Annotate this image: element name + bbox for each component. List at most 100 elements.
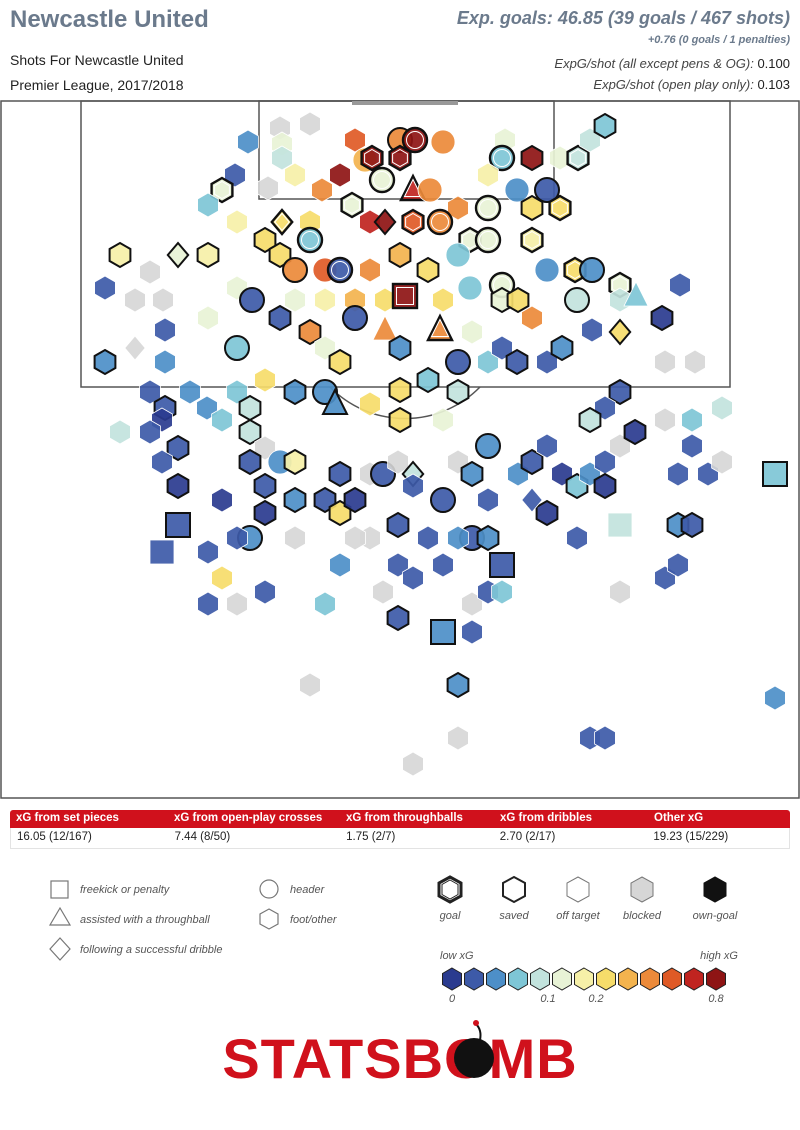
- xg-breakdown-table: xG from set pieces xG from open-play cro…: [10, 810, 790, 849]
- shot-marker: [237, 129, 259, 155]
- xg-scale-swatch: [618, 967, 638, 991]
- xg-scale-swatch: [552, 967, 572, 991]
- header-throughballs: xG from throughballs: [346, 812, 463, 824]
- shot-marker: [681, 407, 703, 433]
- shot-marker: [477, 487, 499, 513]
- statsbomb-logo: STATSBOMB: [222, 1020, 577, 1090]
- xg-scale-swatch: [442, 967, 462, 991]
- shot-marker: [211, 487, 233, 513]
- shot-marker: [579, 257, 605, 283]
- shot-marker: [426, 208, 454, 236]
- shot-marker: [387, 552, 409, 578]
- shot-marker: [124, 335, 146, 361]
- shot-marker: [650, 304, 674, 332]
- foot-hexagon-icon: [259, 908, 279, 930]
- shot-marker: [445, 242, 471, 268]
- shot-marker: [165, 512, 191, 538]
- value-throughballs: 1.75 (2/7): [346, 831, 396, 843]
- shots-layer: [93, 111, 788, 777]
- shot-marker: [607, 512, 633, 538]
- shot-marker: [197, 192, 219, 218]
- shot-marker: [623, 418, 647, 446]
- shot-marker: [139, 379, 161, 405]
- shot-marker: [197, 591, 219, 617]
- shot-marker: [581, 317, 603, 343]
- xg-breakdown-header: xG from set pieces xG from open-play cro…: [10, 810, 790, 828]
- shot-marker: [109, 419, 131, 445]
- throughball-triangle-icon: [48, 906, 72, 926]
- bomb-icon: [454, 1038, 494, 1078]
- shot-marker: [609, 579, 631, 605]
- shot-map: [0, 100, 800, 799]
- legend-header-label: header: [290, 884, 326, 896]
- shot-marker: [359, 391, 381, 417]
- shot-marker: [298, 318, 322, 346]
- xg-scale-swatch: [706, 967, 726, 991]
- shot-marker: [417, 525, 439, 551]
- freekick-square-icon: [50, 880, 69, 899]
- legend: freekick or penalty assisted with a thro…: [48, 875, 738, 1005]
- legend-freekick-label: freekick or penalty: [80, 884, 171, 896]
- shot-marker: [373, 208, 397, 236]
- shot-marker: [461, 619, 483, 645]
- shot-marker: [386, 604, 410, 632]
- shot-marker: [93, 348, 117, 376]
- shot-marker: [711, 395, 733, 421]
- header-dribbles: xG from dribbles: [500, 812, 593, 824]
- scale-tick-0-8: 0.8: [708, 993, 724, 1005]
- xg-per-shot-open-label: ExpG/shot (open play only):: [593, 77, 754, 92]
- goal-mouth: [352, 101, 458, 105]
- shot-marker: [268, 241, 292, 269]
- shot-marker: [321, 387, 349, 415]
- shot-marker: [680, 511, 704, 539]
- shot-marker: [535, 499, 559, 527]
- shot-marker: [563, 256, 587, 284]
- shot-marker: [548, 194, 572, 222]
- shot-marker: [711, 449, 733, 475]
- shot-marker: [388, 334, 412, 362]
- shot-marker: [447, 525, 469, 551]
- shot-marker: [489, 552, 515, 578]
- shot-marker: [681, 433, 703, 459]
- own-goal-outcome-icon: [703, 876, 727, 903]
- shot-marker: [608, 318, 632, 346]
- shot-marker: [283, 378, 307, 406]
- shot-marker: [166, 434, 190, 462]
- logo-wordmark: STATSBOMB: [222, 1027, 577, 1090]
- shot-marker: [402, 473, 424, 499]
- value-open-play-crosses: 7.44 (8/50): [174, 831, 231, 843]
- shot-marker: [432, 552, 454, 578]
- shot-marker: [401, 126, 429, 154]
- shot-marker: [391, 282, 419, 310]
- xg-per-shot-all-label: ExpG/shot (all except pens & OG):: [554, 56, 754, 71]
- shot-marker: [299, 111, 321, 137]
- shot-marker: [430, 619, 456, 645]
- shot-marker: [566, 144, 590, 172]
- shot-marker: [372, 315, 398, 341]
- xg-color-scale: [442, 967, 726, 991]
- shot-marker: [254, 367, 276, 393]
- outcome-saved-label: saved: [499, 910, 529, 922]
- shot-marker: [342, 305, 368, 331]
- shot-marker: [149, 539, 175, 565]
- shot-marker: [402, 751, 424, 777]
- shot-marker: [386, 511, 410, 539]
- shot-marker: [124, 287, 146, 313]
- shot-marker: [460, 460, 484, 488]
- shot-marker: [608, 378, 632, 406]
- shot-marker: [388, 241, 412, 269]
- header-set-pieces: xG from set pieces: [16, 812, 119, 824]
- shot-marker: [505, 348, 529, 376]
- shot-marker: [432, 407, 454, 433]
- shot-marker: [139, 259, 161, 285]
- shot-marker: [344, 525, 366, 551]
- shot-marker: [534, 177, 560, 203]
- header-other-xg: Other xG: [654, 812, 704, 824]
- shot-marker: [197, 539, 219, 565]
- shot-marker: [343, 486, 367, 514]
- shot-marker: [446, 378, 470, 406]
- shot-marker: [461, 319, 483, 345]
- shot-marker: [154, 317, 176, 343]
- competition-season: Premier League, 2017/2018: [10, 77, 184, 93]
- shot-marker: [224, 335, 250, 361]
